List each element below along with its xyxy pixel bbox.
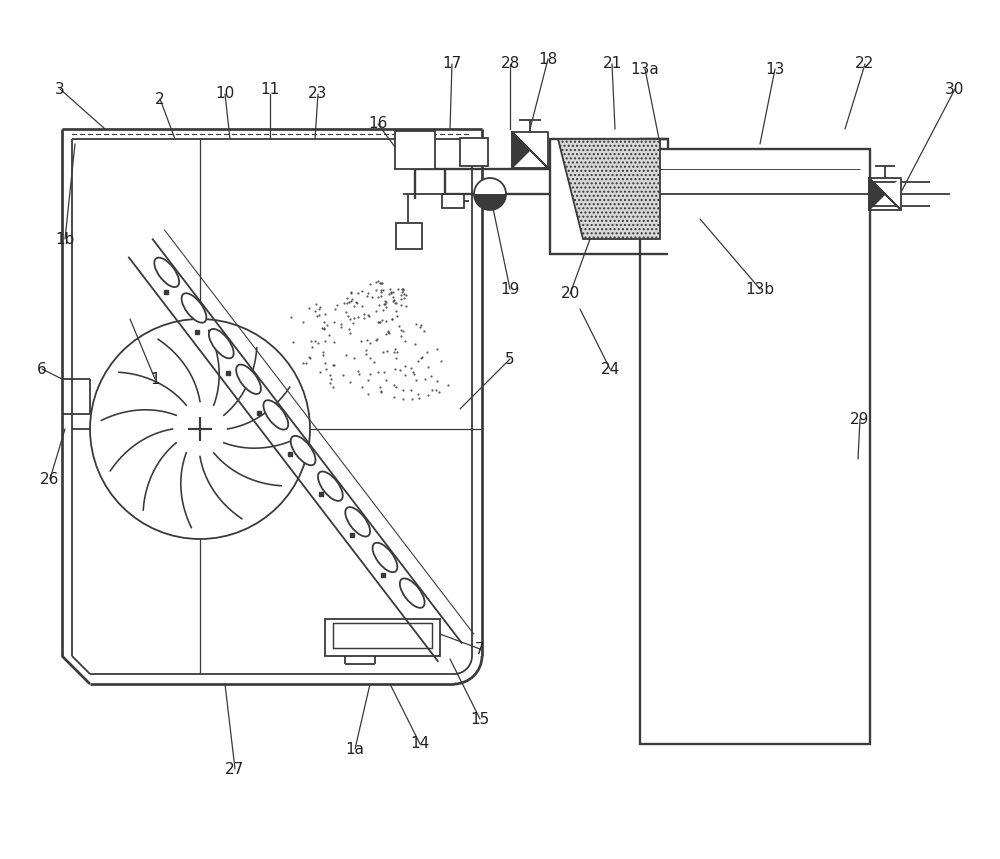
Text: 14: 14 bbox=[410, 736, 430, 752]
Ellipse shape bbox=[400, 578, 425, 608]
Bar bbox=[442, 194, 464, 208]
Text: 29: 29 bbox=[850, 411, 870, 427]
Text: 5: 5 bbox=[505, 351, 515, 367]
Bar bbox=[550, 139, 668, 254]
Ellipse shape bbox=[236, 364, 261, 394]
Bar bbox=[395, 131, 435, 169]
Ellipse shape bbox=[345, 507, 370, 537]
Text: 30: 30 bbox=[945, 82, 965, 96]
Text: 19: 19 bbox=[500, 282, 520, 296]
Text: 22: 22 bbox=[855, 57, 875, 71]
Text: 7: 7 bbox=[475, 642, 485, 656]
Bar bbox=[396, 223, 422, 249]
Ellipse shape bbox=[154, 258, 179, 287]
Text: 13: 13 bbox=[765, 62, 785, 76]
Bar bbox=[333, 623, 432, 648]
Polygon shape bbox=[869, 178, 885, 210]
Wedge shape bbox=[474, 194, 506, 210]
Text: 15: 15 bbox=[470, 711, 490, 727]
Text: 21: 21 bbox=[602, 57, 622, 71]
Ellipse shape bbox=[373, 543, 397, 572]
Polygon shape bbox=[530, 132, 548, 168]
Text: 24: 24 bbox=[600, 362, 620, 376]
Ellipse shape bbox=[182, 293, 206, 323]
Text: 17: 17 bbox=[442, 57, 462, 71]
Polygon shape bbox=[558, 139, 660, 239]
Text: 13b: 13b bbox=[745, 282, 775, 296]
Text: 1a: 1a bbox=[346, 741, 364, 757]
Ellipse shape bbox=[263, 400, 288, 430]
Text: 23: 23 bbox=[308, 87, 328, 101]
Ellipse shape bbox=[318, 472, 343, 501]
Text: 3: 3 bbox=[55, 82, 65, 96]
Polygon shape bbox=[512, 132, 530, 168]
Text: 26: 26 bbox=[40, 472, 60, 486]
Text: 11: 11 bbox=[260, 82, 280, 96]
Polygon shape bbox=[885, 178, 901, 210]
Text: 1b: 1b bbox=[55, 231, 75, 247]
Text: 28: 28 bbox=[500, 57, 520, 71]
Bar bbox=[640, 149, 870, 744]
Bar bbox=[325, 619, 440, 656]
Text: 6: 6 bbox=[37, 362, 47, 376]
Text: 2: 2 bbox=[155, 92, 165, 107]
Text: 27: 27 bbox=[225, 761, 245, 777]
Bar bbox=[460, 138, 488, 166]
Text: 10: 10 bbox=[215, 87, 235, 101]
Text: 16: 16 bbox=[368, 117, 388, 131]
Text: 1: 1 bbox=[150, 371, 160, 387]
Text: 18: 18 bbox=[538, 52, 558, 66]
Ellipse shape bbox=[209, 329, 234, 358]
Circle shape bbox=[474, 178, 506, 210]
Ellipse shape bbox=[291, 436, 315, 466]
Text: 13a: 13a bbox=[631, 62, 659, 76]
Text: 20: 20 bbox=[560, 287, 580, 302]
